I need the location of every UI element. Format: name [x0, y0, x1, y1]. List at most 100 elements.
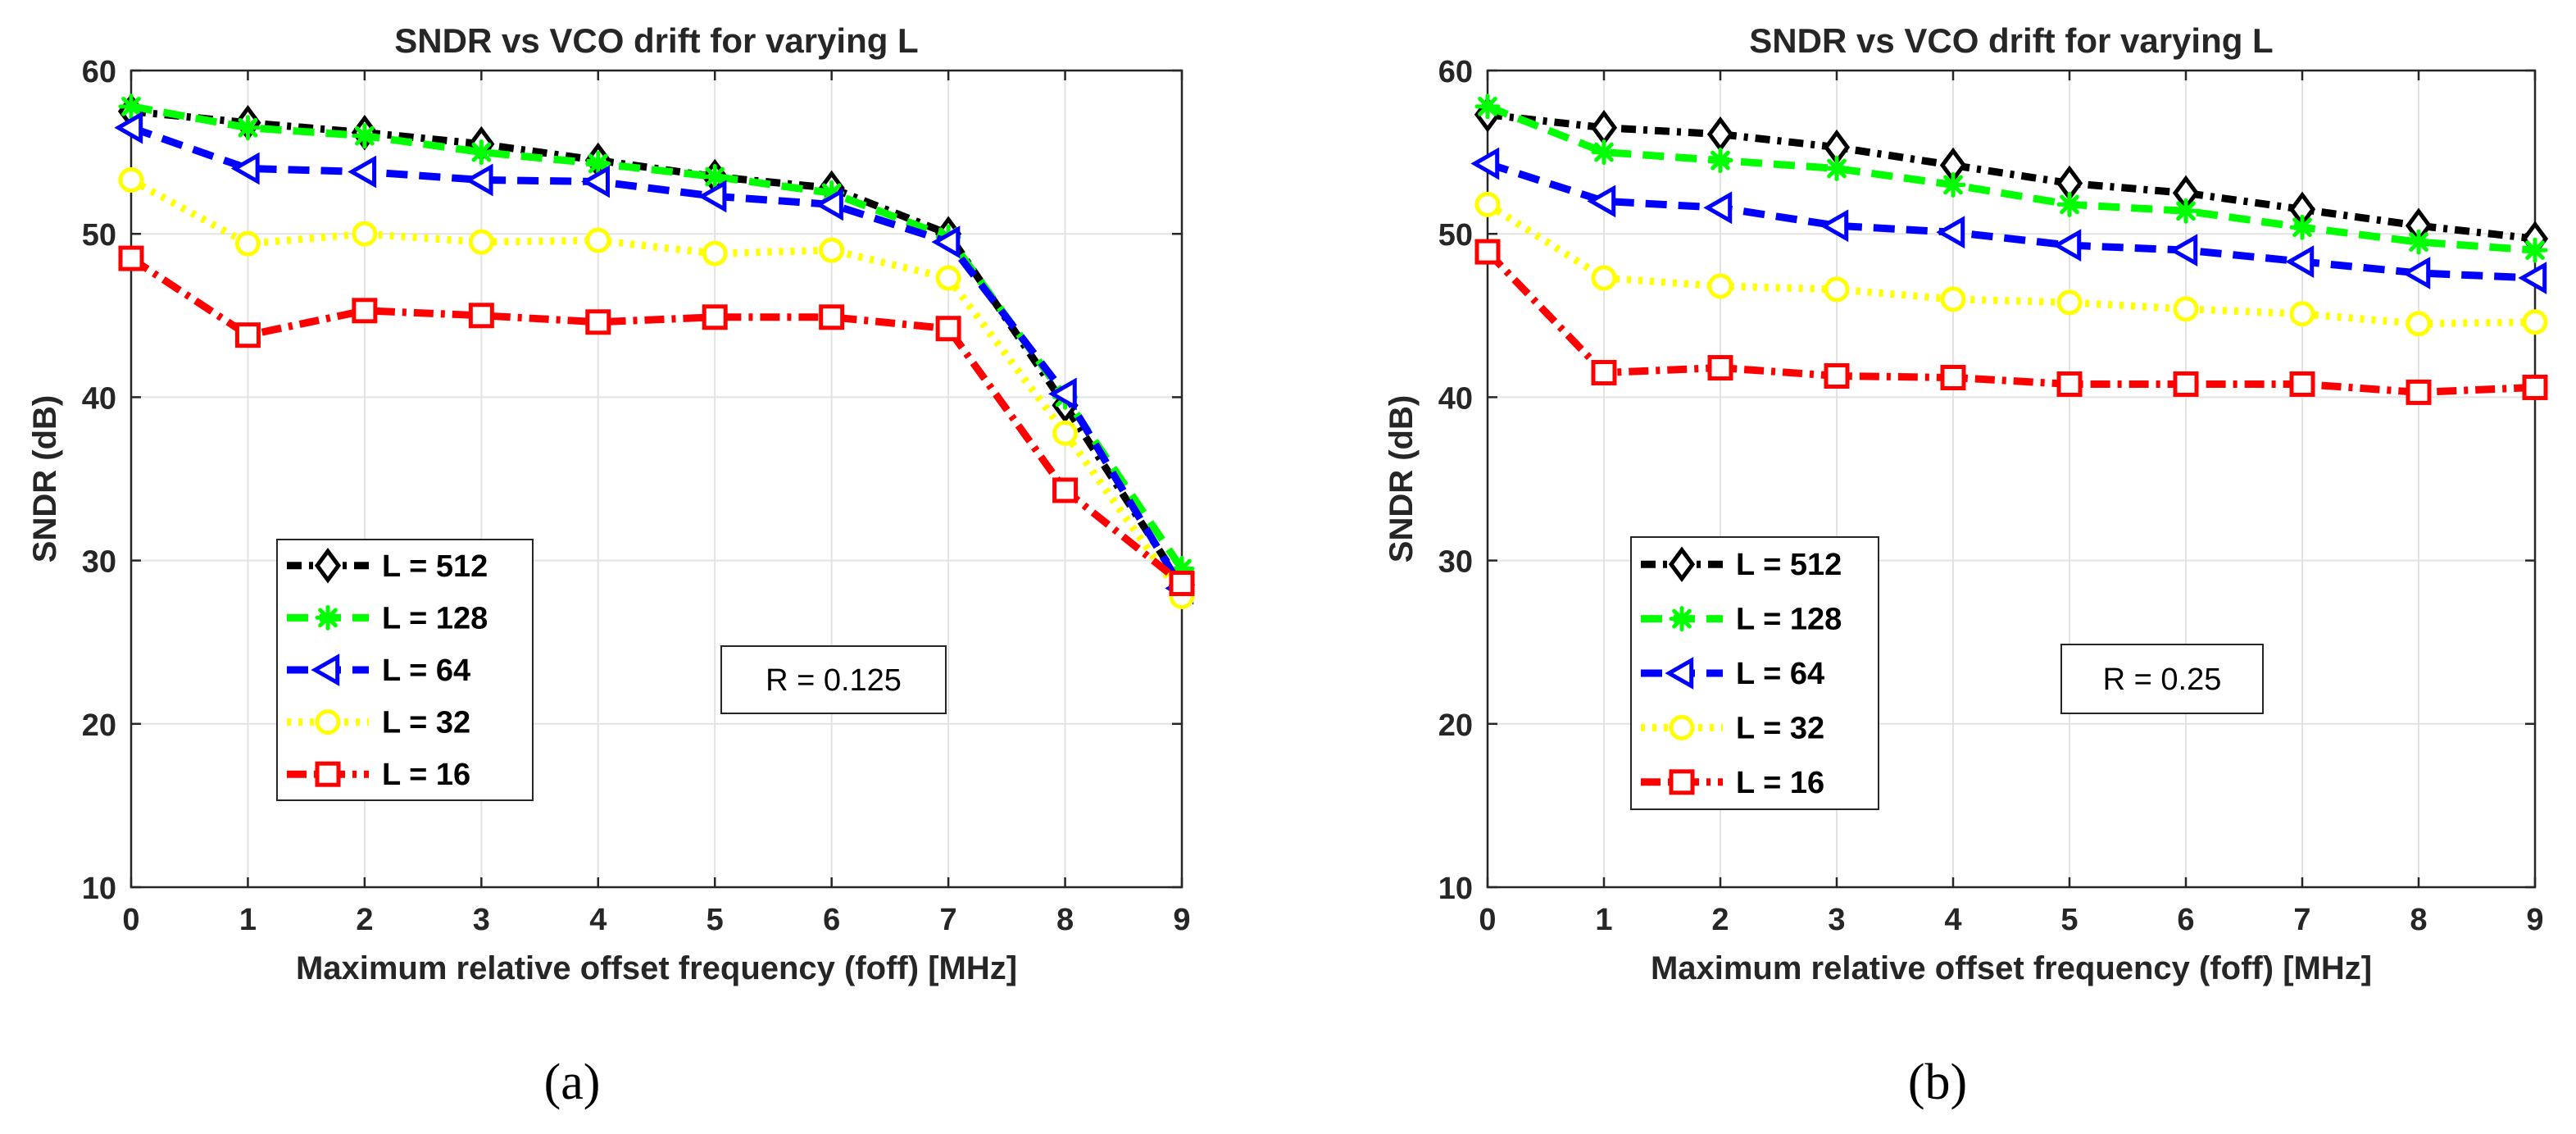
data-point	[1474, 191, 1501, 217]
data-point	[352, 298, 378, 324]
series-line	[1486, 102, 2536, 254]
legend-entry: L = 512	[287, 548, 488, 584]
data-point	[1052, 477, 1079, 503]
data-point	[1820, 209, 1849, 243]
data-point	[1824, 363, 1850, 389]
series-line	[1485, 201, 2536, 328]
data-point	[819, 237, 845, 263]
data-point	[1940, 364, 1966, 390]
data-point	[230, 152, 260, 185]
series-line	[129, 255, 1184, 587]
legend-label: L = 512	[1736, 548, 1842, 582]
data-point	[2056, 289, 2083, 316]
legend-marker	[315, 604, 341, 631]
legend-marker	[1669, 714, 1695, 740]
data-point	[1052, 420, 1079, 446]
series-line	[129, 124, 1185, 590]
data-point	[702, 304, 728, 330]
chart-panel-b: 0 1 2 3 4 5 6 7 8 9 10 20 30 40 50 60 SNDR vs VCO drift …	[1383, 21, 2549, 1110]
legend-marker	[314, 548, 342, 584]
data-point	[234, 230, 261, 257]
y-tick-label: 30	[1438, 545, 1473, 580]
annotation-text: R = 0.125	[766, 663, 902, 698]
x-tick-label: 6	[823, 903, 840, 937]
legend-entry: L = 128	[287, 601, 488, 635]
x-tick-label: 5	[2060, 903, 2078, 937]
panel-label: (a)	[544, 1054, 601, 1110]
legend-label: L = 16	[382, 758, 470, 792]
legend-entry: L = 512	[1641, 546, 1842, 582]
y-tick-label: 40	[1438, 381, 1473, 416]
chart-title: SNDR vs VCO drift for varying L	[1749, 21, 2273, 60]
legend-label: L = 64	[382, 654, 470, 688]
data-point	[581, 165, 610, 198]
data-point	[2406, 229, 2432, 255]
annotation: R = 0.125	[720, 645, 947, 714]
y-tick-label: 60	[82, 55, 116, 89]
legend-label: L = 128	[1736, 603, 1842, 637]
data-point	[1824, 276, 1850, 303]
x-tick-label: 9	[2526, 903, 2543, 937]
data-point	[1824, 156, 1850, 182]
panel-label: (b)	[1908, 1054, 1967, 1110]
x-tick-label: 1	[239, 903, 257, 937]
data-point	[118, 93, 144, 120]
legend-marker	[1665, 657, 1694, 690]
legend-entry: L = 128	[1641, 603, 1842, 637]
data-point	[1707, 273, 1733, 299]
data-point	[2173, 296, 2199, 322]
x-tick-label: 8	[1056, 903, 1074, 937]
data-point	[1707, 148, 1733, 174]
y-tick-label: 50	[82, 218, 116, 253]
data-point	[1587, 184, 1616, 218]
legend: L = 512 L = 128 L = 64 L = 32 L = 16	[1630, 536, 1879, 810]
data-point	[2522, 237, 2548, 263]
chart-title: SNDR vs VCO drift for varying L	[394, 21, 918, 60]
y-tick-label: 10	[82, 872, 116, 906]
legend-entry: L = 64	[287, 654, 470, 688]
x-tick-label: 7	[2293, 903, 2310, 937]
x-tick-label: 2	[1711, 903, 1729, 937]
series-l128	[1474, 93, 2548, 263]
legend-entry: L = 16	[287, 758, 470, 792]
data-point	[819, 180, 845, 206]
data-point	[1591, 360, 1617, 386]
data-point	[2173, 198, 2199, 224]
x-axis-label: Maximum relative offset frequency (foff)…	[1651, 950, 2372, 986]
data-point	[468, 139, 494, 166]
x-tick-label: 0	[1479, 903, 1496, 937]
legend-marker	[1669, 769, 1695, 795]
series-line	[1484, 248, 2536, 396]
legend-entry: L = 32	[1641, 711, 1824, 745]
y-tick-label: 40	[82, 381, 116, 416]
data-point	[702, 163, 728, 189]
data-point	[352, 123, 378, 149]
data-point	[935, 265, 961, 291]
data-point	[2522, 309, 2548, 335]
data-point	[1047, 377, 1077, 411]
x-tick-label: 2	[356, 903, 373, 937]
data-point	[2522, 374, 2548, 400]
data-point	[2173, 371, 2199, 397]
data-point	[585, 151, 611, 177]
axes-box	[129, 69, 1184, 889]
data-point	[935, 316, 961, 342]
x-tick-label: 3	[1828, 903, 1845, 937]
data-point	[2285, 245, 2315, 278]
y-tick-label: 10	[1438, 872, 1473, 906]
legend-label: L = 128	[382, 601, 488, 635]
y-tick-label: 20	[82, 708, 116, 743]
data-point	[348, 155, 377, 189]
data-point	[2406, 311, 2432, 337]
data-point	[2056, 191, 2083, 217]
x-tick-label: 4	[1944, 903, 1961, 937]
annotation: R = 0.25	[2060, 644, 2264, 714]
legend-label: L = 32	[1736, 711, 1824, 745]
legend-entry: L = 16	[1641, 766, 1824, 800]
data-point	[1591, 139, 1617, 166]
data-point	[114, 111, 143, 144]
chart-panel-a: 0 1 2 3 4 5 6 7 8 9 10 20 30 40 50 60 SNDR vs VCO drift …	[27, 21, 1196, 1110]
data-point	[2289, 214, 2315, 240]
x-tick-label: 6	[2177, 903, 2194, 937]
series-l16	[118, 245, 1195, 596]
